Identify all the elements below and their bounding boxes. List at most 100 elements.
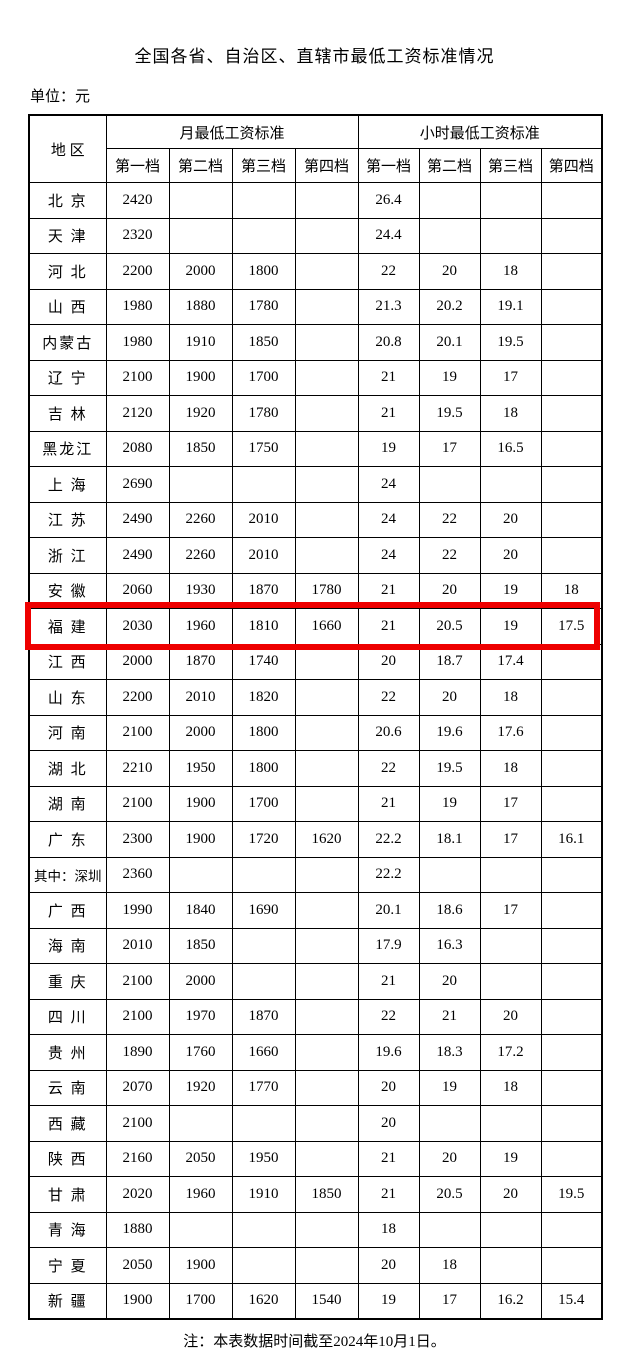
monthly-tier-2-cell: 2000 bbox=[168, 253, 233, 290]
monthly-group-header: 月最低工资标准 bbox=[105, 114, 359, 149]
monthly-tier-4-cell bbox=[294, 288, 359, 325]
hourly-tier-2-cell bbox=[418, 856, 481, 893]
region-cell: 河 南 bbox=[28, 714, 107, 751]
monthly-tier-2-cell: 2000 bbox=[168, 963, 233, 1000]
hourly-tier-2-cell: 16.3 bbox=[418, 927, 481, 964]
monthly-tier-1-cell: 2100 bbox=[105, 359, 170, 396]
hourly-tier-1-cell: 24 bbox=[357, 537, 420, 574]
monthly-tier-1-cell: 2030 bbox=[105, 608, 170, 645]
region-cell: 宁 夏 bbox=[28, 1247, 107, 1284]
table-row: 青 海 1880 18 bbox=[28, 1211, 603, 1248]
hourly-tier-4-header: 第四档 bbox=[540, 148, 603, 183]
table-row: 福 建 2030 1960 1810 1660 21 20.5 19 17.5 bbox=[28, 608, 603, 645]
monthly-tier-4-cell bbox=[294, 1034, 359, 1071]
hourly-tier-4-cell bbox=[540, 288, 603, 325]
monthly-tier-1-cell: 1980 bbox=[105, 288, 170, 325]
monthly-tier-4-cell bbox=[294, 679, 359, 716]
page-title: 全国各省、自治区、直辖市最低工资标准情况 bbox=[134, 47, 495, 66]
table-row: 湖 北 2210 1950 1800 22 19.5 18 bbox=[28, 750, 603, 787]
region-cell: 海 南 bbox=[28, 927, 107, 964]
table-row: 甘 肃 2020 1960 1910 1850 21 20.5 20 19.5 bbox=[28, 1176, 603, 1213]
table-row: 新 疆 1900 1700 1620 1540 19 17 16.2 15.4 bbox=[28, 1282, 603, 1320]
region-cell: 浙 江 bbox=[28, 537, 107, 574]
hourly-tier-3-cell: 19 bbox=[479, 1140, 542, 1177]
monthly-tier-2-cell: 1910 bbox=[168, 324, 233, 361]
hourly-tier-1-cell: 21 bbox=[357, 572, 420, 609]
monthly-tier-4-cell bbox=[294, 750, 359, 787]
hourly-tier-4-cell: 15.4 bbox=[540, 1282, 603, 1320]
hourly-tier-1-cell: 24 bbox=[357, 466, 420, 503]
hourly-tier-2-cell bbox=[418, 217, 481, 254]
hourly-tier-4-cell bbox=[540, 1105, 603, 1142]
monthly-tier-3-cell bbox=[231, 927, 296, 964]
hourly-tier-1-cell: 20 bbox=[357, 1069, 420, 1106]
monthly-tier-2-cell: 2010 bbox=[168, 679, 233, 716]
hourly-tier-4-cell bbox=[540, 253, 603, 290]
monthly-tier-1-cell: 1980 bbox=[105, 324, 170, 361]
monthly-tier-3-cell: 1690 bbox=[231, 892, 296, 929]
hourly-tier-4-cell bbox=[540, 217, 603, 254]
monthly-tier-4-cell bbox=[294, 1247, 359, 1284]
hourly-tier-1-cell: 21 bbox=[357, 1176, 420, 1213]
monthly-tier-3-cell bbox=[231, 1211, 296, 1248]
table-row: 江 苏 2490 2260 2010 24 22 20 bbox=[28, 501, 603, 538]
hourly-tier-3-cell: 17 bbox=[479, 359, 542, 396]
table-row: 云 南 2070 1920 1770 20 19 18 bbox=[28, 1069, 603, 1106]
monthly-tier-1-header: 第一档 bbox=[105, 148, 170, 183]
table-row: 浙 江 2490 2260 2010 24 22 20 bbox=[28, 537, 603, 574]
hourly-tier-1-cell: 20.8 bbox=[357, 324, 420, 361]
monthly-tier-4-cell bbox=[294, 182, 359, 219]
monthly-tier-4-cell bbox=[294, 643, 359, 680]
hourly-tier-2-cell: 20.2 bbox=[418, 288, 481, 325]
hourly-tier-3-cell: 17 bbox=[479, 821, 542, 858]
monthly-tier-4-cell bbox=[294, 892, 359, 929]
monthly-tier-2-cell: 1920 bbox=[168, 395, 233, 432]
region-cell: 湖 南 bbox=[28, 785, 107, 822]
hourly-tier-3-cell: 18 bbox=[479, 1069, 542, 1106]
table-row: 山 西 1980 1880 1780 21.3 20.2 19.1 bbox=[28, 288, 603, 325]
monthly-tier-3-cell bbox=[231, 217, 296, 254]
monthly-tier-4-cell bbox=[294, 856, 359, 893]
hourly-tier-3-cell: 16.5 bbox=[479, 430, 542, 467]
monthly-tier-4-cell bbox=[294, 324, 359, 361]
hourly-tier-2-cell: 19 bbox=[418, 785, 481, 822]
monthly-tier-2-cell: 1970 bbox=[168, 998, 233, 1035]
hourly-tier-2-cell: 18.3 bbox=[418, 1034, 481, 1071]
monthly-tier-4-cell: 1540 bbox=[294, 1282, 359, 1320]
region-cell: 西 藏 bbox=[28, 1105, 107, 1142]
hourly-tier-4-cell bbox=[540, 537, 603, 574]
monthly-tier-3-cell: 1810 bbox=[231, 608, 296, 645]
hourly-tier-4-cell bbox=[540, 1069, 603, 1106]
monthly-tier-1-cell: 2100 bbox=[105, 1105, 170, 1142]
monthly-tier-2-cell: 1960 bbox=[168, 608, 233, 645]
hourly-tier-3-cell: 19.1 bbox=[479, 288, 542, 325]
hourly-tier-4-cell bbox=[540, 430, 603, 467]
hourly-tier-2-cell: 21 bbox=[418, 998, 481, 1035]
hourly-tier-1-cell: 17.9 bbox=[357, 927, 420, 964]
region-cell: 吉 林 bbox=[28, 395, 107, 432]
hourly-tier-3-cell: 18 bbox=[479, 253, 542, 290]
monthly-tier-1-cell: 2490 bbox=[105, 537, 170, 574]
header-group-row: 地 区 月最低工资标准 小时最低工资标准 bbox=[28, 114, 603, 183]
region-cell: 青 海 bbox=[28, 1211, 107, 1248]
region-cell: 甘 肃 bbox=[28, 1176, 107, 1213]
table-row: 辽 宁 2100 1900 1700 21 19 17 bbox=[28, 359, 603, 396]
hourly-tier-4-cell bbox=[540, 927, 603, 964]
monthly-tier-4-cell bbox=[294, 963, 359, 1000]
hourly-tier-3-cell bbox=[479, 1247, 542, 1284]
monthly-tier-3-cell: 1800 bbox=[231, 714, 296, 751]
monthly-tier-2-cell: 2260 bbox=[168, 501, 233, 538]
table-row: 河 南 2100 2000 1800 20.6 19.6 17.6 bbox=[28, 714, 603, 751]
monthly-tier-1-cell: 2490 bbox=[105, 501, 170, 538]
monthly-tier-1-cell: 1990 bbox=[105, 892, 170, 929]
monthly-tier-3-cell: 2010 bbox=[231, 537, 296, 574]
hourly-tier-2-cell: 22 bbox=[418, 537, 481, 574]
hourly-tier-1-cell: 21 bbox=[357, 785, 420, 822]
hourly-tier-4-cell bbox=[540, 714, 603, 751]
monthly-tier-4-cell bbox=[294, 927, 359, 964]
monthly-tier-4-cell bbox=[294, 359, 359, 396]
monthly-tier-3-cell: 1870 bbox=[231, 572, 296, 609]
hourly-tier-2-cell bbox=[418, 466, 481, 503]
region-cell: 贵 州 bbox=[28, 1034, 107, 1071]
hourly-tier-3-cell: 18 bbox=[479, 395, 542, 432]
